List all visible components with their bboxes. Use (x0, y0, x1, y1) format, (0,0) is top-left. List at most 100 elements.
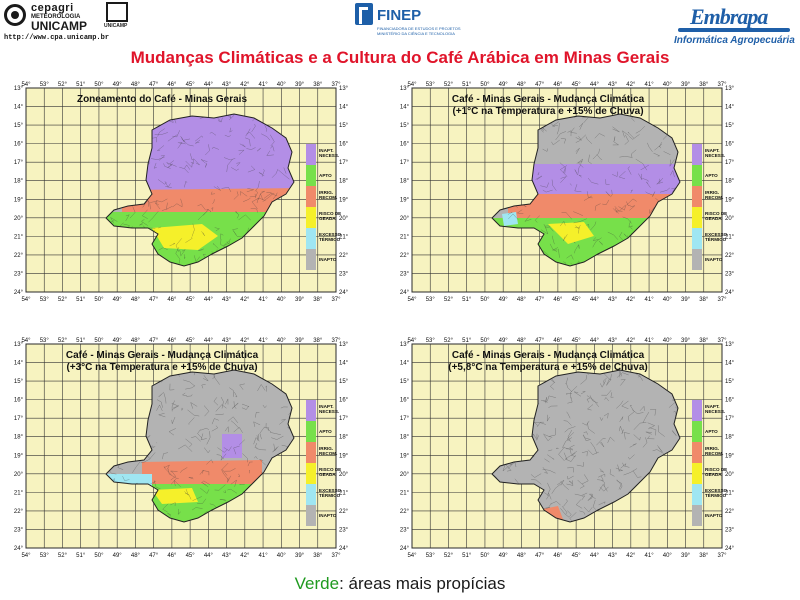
legend-swatch (306, 442, 316, 463)
longitude-tick-label: 40° (663, 297, 673, 303)
longitude-tick-label: 49° (113, 82, 123, 88)
latitude-tick-label: 24° (725, 546, 735, 552)
legend-label: INAPTO (319, 513, 337, 518)
longitude-tick-label: 48° (131, 297, 141, 303)
latitude-tick-label: 14° (14, 361, 24, 367)
longitude-tick-label: 39° (681, 82, 691, 88)
longitude-tick-label: 44° (204, 297, 214, 303)
longitude-tick-label: 51° (462, 338, 472, 344)
legend-swatch (306, 186, 316, 207)
longitude-tick-label: 44° (204, 338, 214, 344)
longitude-tick-label: 43° (222, 553, 232, 559)
longitude-tick-label: 54° (21, 553, 31, 559)
legend-label: IRRIG. RECOM. (705, 190, 723, 200)
map-svg: 54° 54° 53° 53° 52° 52° 51° 51° 50° 50° 49° 49° 48° 4… (400, 82, 735, 303)
latitude-tick-label: 17° (725, 160, 735, 166)
longitude-tick-label: 42° (240, 553, 250, 559)
map-svg: 54° 54° 53° 53° 52° 52° 51° 51° 50° 50° 49° 49° 48° 4… (400, 338, 735, 559)
longitude-tick-label: 47° (535, 297, 545, 303)
latitude-tick-label: 23° (400, 271, 410, 277)
longitude-tick-label: 45° (186, 553, 196, 559)
legend-label: APTO (705, 173, 718, 178)
longitude-tick-label: 43° (608, 553, 618, 559)
longitude-tick-label: 52° (444, 82, 454, 88)
legend-swatch (692, 400, 702, 421)
latitude-tick-label: 17° (14, 416, 24, 422)
zone-inapto (508, 114, 680, 168)
latitude-tick-label: 23° (400, 527, 410, 533)
legend-label: EXCESSO TÉRMICO (319, 232, 342, 242)
map-subtitle: (+3°C na Temperatura e +15% de Chuva) (66, 362, 257, 373)
zone-risco-de-geada (152, 224, 218, 250)
legend-label: RISCO DE GEADA (705, 211, 727, 221)
longitude-tick-label: 39° (681, 297, 691, 303)
latitude-tick-label: 14° (725, 105, 735, 111)
latitude-tick-label: 18° (400, 435, 410, 441)
longitude-tick-label: 53° (426, 338, 436, 344)
latitude-tick-label: 15° (14, 123, 24, 129)
latitude-tick-label: 24° (14, 546, 24, 552)
latitude-tick-label: 19° (400, 197, 410, 203)
longitude-tick-label: 41° (645, 338, 655, 344)
longitude-tick-label: 37° (717, 553, 727, 559)
longitude-tick-label: 54° (407, 82, 417, 88)
state-outline (105, 369, 295, 523)
longitude-tick-label: 42° (240, 82, 250, 88)
zone-inapt-necess- (508, 164, 680, 196)
finep-logo-icon (355, 3, 373, 25)
longitude-tick-label: 50° (480, 297, 490, 303)
state-outline (105, 113, 295, 267)
longitude-tick-label: 39° (295, 82, 305, 88)
longitude-tick-label: 52° (58, 82, 68, 88)
latitude-tick-label: 17° (400, 416, 410, 422)
latitude-tick-label: 20° (400, 216, 410, 222)
longitude-tick-label: 38° (313, 297, 323, 303)
longitude-tick-label: 48° (517, 338, 527, 344)
longitude-tick-label: 50° (94, 553, 104, 559)
longitude-tick-label: 53° (40, 297, 50, 303)
latitude-tick-label: 21° (339, 490, 349, 496)
latitude-tick-label: 23° (725, 527, 735, 533)
latitude-tick-label: 15° (725, 379, 735, 385)
longitude-tick-label: 39° (681, 553, 691, 559)
latitude-tick-label: 22° (400, 253, 410, 259)
map-legend: INAPT. NECESS. APTO IRRIG. RECOM. RISCO DE GEA… (306, 400, 342, 526)
latitude-tick-label: 15° (14, 379, 24, 385)
longitude-tick-label: 38° (313, 553, 323, 559)
longitude-tick-label: 45° (186, 338, 196, 344)
legend-swatch (306, 144, 316, 165)
finep-subtitle: FINANCIADORA DE ESTUDOS E PROJETOS (377, 26, 461, 31)
latitude-tick-label: 19° (400, 453, 410, 459)
latitude-tick-label: 22° (400, 509, 410, 515)
embrapa-name: Embrapa (690, 4, 768, 29)
latitude-tick-label: 18° (14, 435, 24, 441)
legend-swatch (692, 484, 702, 505)
longitude-tick-label: 53° (426, 553, 436, 559)
longitude-tick-label: 42° (626, 82, 636, 88)
longitude-tick-label: 37° (331, 82, 341, 88)
longitude-tick-label: 46° (167, 297, 177, 303)
map-title: Café - Minas Gerais - Mudança Climática (452, 94, 645, 105)
map-panel-plus3: 54° 54° 53° 53° 52° 52° 51° 51° 50° 50° 49° 49° 48° 4… (2, 334, 357, 559)
latitude-tick-label: 16° (725, 142, 735, 148)
longitude-tick-label: 38° (699, 82, 709, 88)
latitude-tick-label: 20° (400, 472, 410, 478)
latitude-tick-label: 22° (725, 509, 735, 515)
longitude-tick-label: 51° (76, 338, 86, 344)
longitude-tick-label: 48° (131, 338, 141, 344)
latitude-tick-label: 15° (725, 123, 735, 129)
latitude-tick-label: 14° (339, 105, 349, 111)
latitude-tick-label: 21° (400, 234, 410, 240)
latitude-tick-label: 18° (14, 179, 24, 185)
legend-swatch (306, 463, 316, 484)
latitude-tick-label: 14° (725, 361, 735, 367)
longitude-tick-label: 46° (167, 338, 177, 344)
map-panel-current: 54° 54° 53° 53° 52° 52° 51° 51° 50° 50° 49° 49° 48° 4… (2, 78, 357, 303)
latitude-tick-label: 20° (725, 472, 735, 478)
latitude-tick-label: 13° (725, 86, 735, 92)
legend-swatch (692, 207, 702, 228)
legend-swatch (306, 421, 316, 442)
latitude-tick-label: 19° (14, 197, 24, 203)
latitude-tick-label: 24° (14, 290, 24, 296)
longitude-tick-label: 51° (76, 297, 86, 303)
